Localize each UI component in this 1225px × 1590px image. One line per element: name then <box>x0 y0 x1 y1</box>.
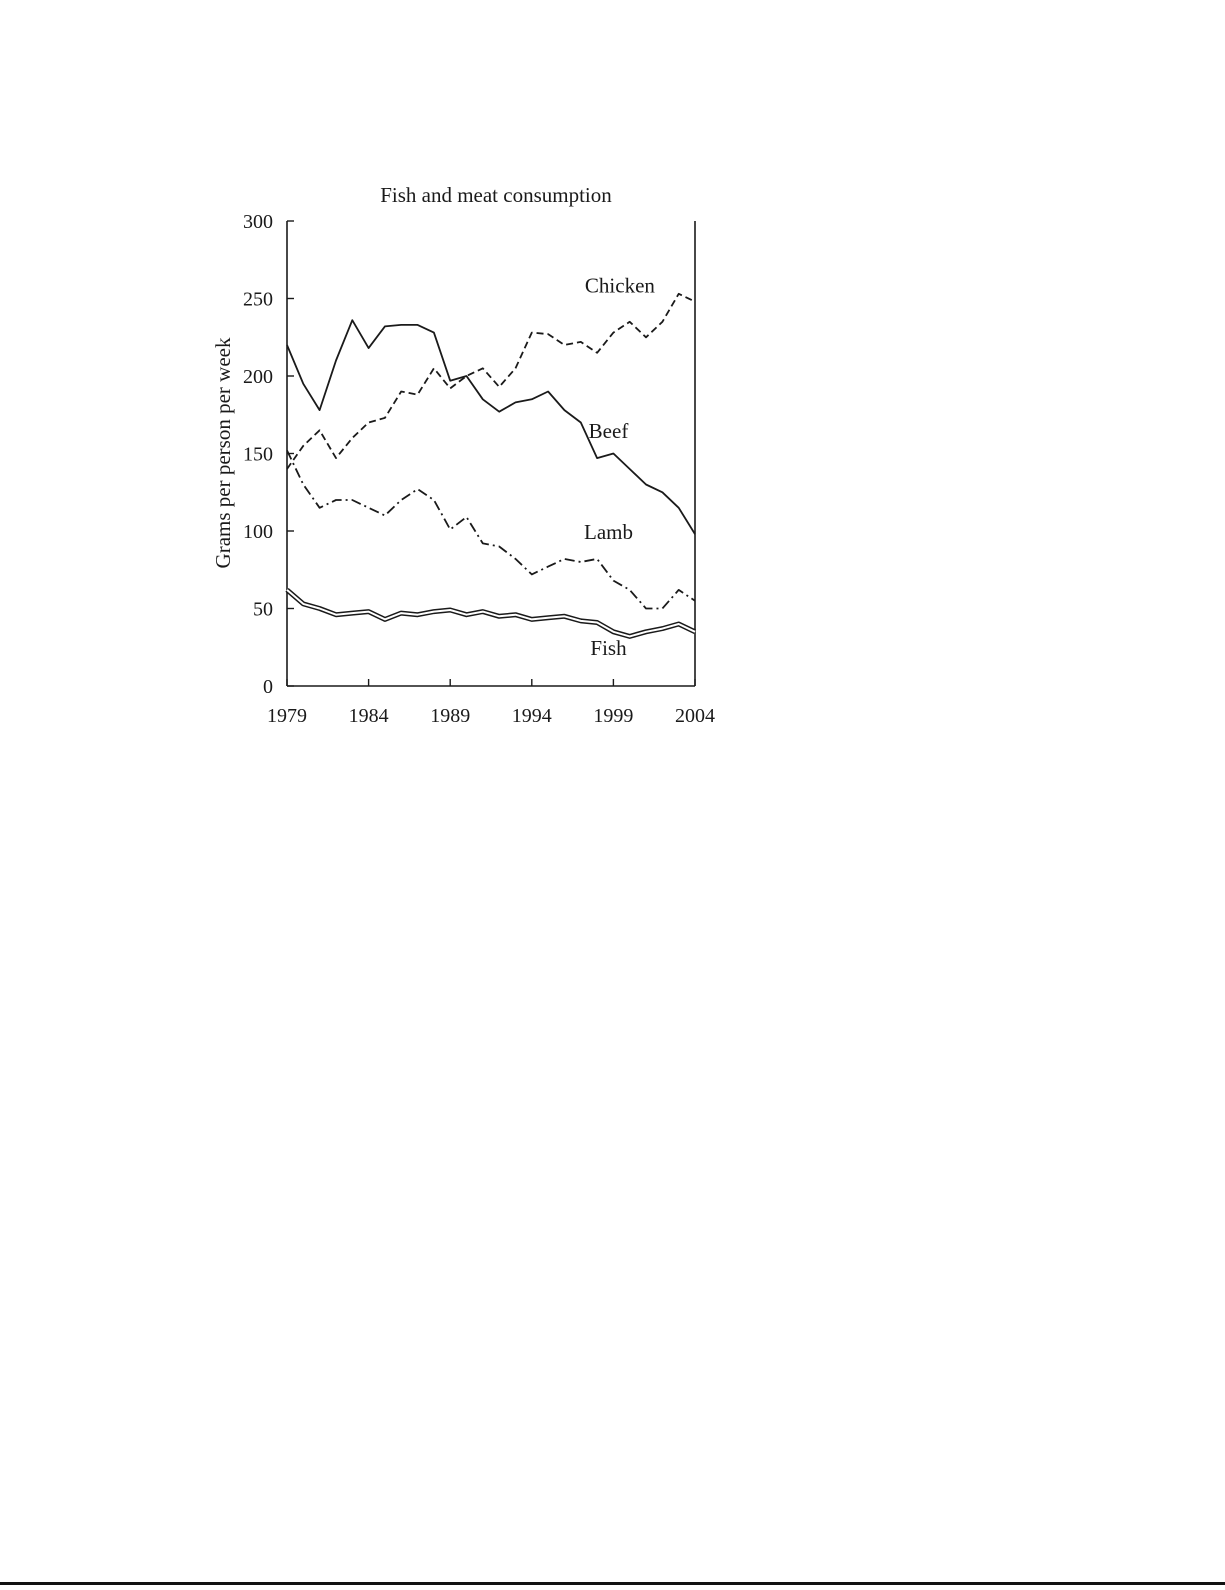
y-tick-label: 50 <box>253 599 273 621</box>
axes: 0 50 100 150 200 250 300 1979 1984 1989 1994 1999 20… <box>243 211 715 727</box>
beef-line <box>286 319 696 535</box>
fish-line-inner <box>286 589 696 638</box>
y-tick-label: 0 <box>263 676 273 698</box>
y-tick-label: 200 <box>243 366 273 388</box>
lamb-label: Lamb <box>584 520 633 544</box>
fish-label: Fish <box>590 636 627 660</box>
x-tick-label: 1989 <box>430 705 470 727</box>
y-tick-label: 250 <box>243 289 273 311</box>
beef-label: Beef <box>589 419 629 443</box>
page-bottom-rule <box>0 1582 1225 1585</box>
chicken-label: Chicken <box>585 273 655 297</box>
x-tick-label: 1984 <box>349 705 389 727</box>
chart-title: Fish and meat consumption <box>380 183 612 207</box>
y-tick-label: 300 <box>243 211 273 233</box>
series-labels: Chicken Beef Lamb Fish <box>584 273 655 660</box>
x-tick-label: 1979 <box>267 705 307 727</box>
y-tick-label: 100 <box>243 521 273 543</box>
y-axis-label: Grams per person per week <box>211 337 235 568</box>
series-lines <box>285 292 697 639</box>
x-tick-label: 1999 <box>593 705 633 727</box>
x-tick-label: 2004 <box>675 705 715 727</box>
x-tick-label: 1994 <box>512 705 552 727</box>
y-tick-label: 150 <box>243 444 273 466</box>
lamb-line <box>286 450 696 610</box>
chicken-line <box>286 292 696 470</box>
